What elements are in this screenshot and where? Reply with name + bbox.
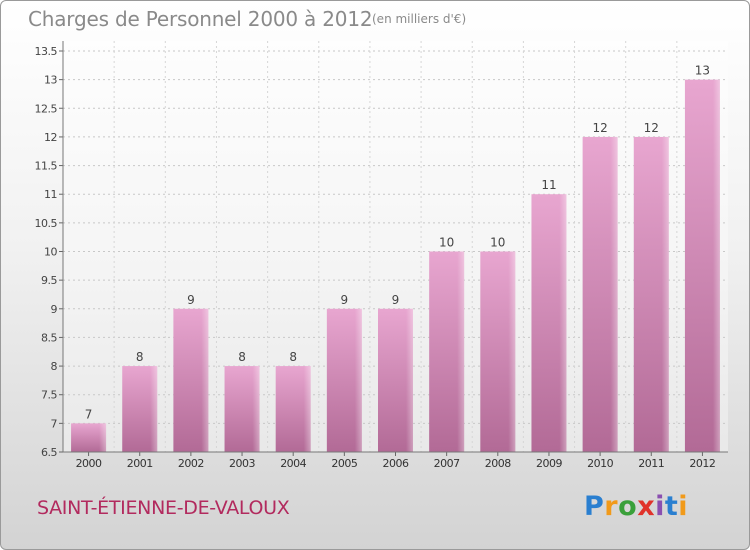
bar-shine bbox=[480, 251, 516, 452]
x-tick-label: 2005 bbox=[331, 457, 357, 470]
x-tick-label: 2004 bbox=[280, 457, 306, 470]
data-label: 9 bbox=[341, 293, 349, 307]
y-tick-label: 11.5 bbox=[35, 160, 58, 173]
bar-shine bbox=[275, 366, 311, 452]
y-tick-label: 8 bbox=[51, 360, 58, 373]
data-label: 10 bbox=[439, 236, 454, 250]
logo-letter: P bbox=[584, 491, 605, 522]
y-tick-label: 11 bbox=[44, 188, 57, 201]
bar-shine bbox=[326, 308, 362, 452]
y-tick-label: 12.5 bbox=[35, 102, 58, 115]
bar-shine bbox=[224, 366, 260, 452]
bar-shine bbox=[429, 251, 465, 452]
x-tick-label: 2000 bbox=[76, 457, 102, 470]
logo-letter: i bbox=[655, 491, 665, 522]
x-tick-label: 2011 bbox=[638, 457, 664, 470]
bar-shine bbox=[122, 366, 158, 452]
y-tick-label: 7 bbox=[51, 417, 58, 430]
logo-letter: o bbox=[618, 491, 638, 522]
data-label: 11 bbox=[541, 178, 556, 192]
x-tick-label: 2009 bbox=[536, 457, 562, 470]
logo-letter: t bbox=[664, 491, 679, 522]
logo-letter: r bbox=[604, 491, 619, 522]
x-tick-label: 2003 bbox=[229, 457, 255, 470]
data-label: 10 bbox=[490, 236, 505, 250]
y-tick-label: 6.5 bbox=[41, 446, 57, 459]
logo-letter: x bbox=[637, 491, 656, 522]
logo-letter: i bbox=[678, 491, 689, 522]
y-tick-label: 8.5 bbox=[41, 331, 57, 344]
x-tick-label: 2001 bbox=[127, 457, 153, 470]
bars-group: 7 8 9 8 8 9 9 10 10 11 12 12 13 bbox=[71, 64, 720, 453]
y-tick-label: 7.5 bbox=[41, 389, 57, 402]
data-label: 7 bbox=[85, 407, 93, 421]
data-label: 12 bbox=[644, 121, 659, 135]
y-tick-label: 10 bbox=[44, 246, 57, 259]
x-tick-label: 2010 bbox=[587, 457, 613, 470]
data-label: 9 bbox=[392, 293, 400, 307]
y-tick-label: 13.5 bbox=[35, 45, 58, 58]
chart-subtitle: (en milliers d'€) bbox=[372, 12, 467, 26]
data-label: 8 bbox=[289, 350, 297, 364]
x-tick-label: 2006 bbox=[383, 457, 409, 470]
x-tick-label: 2012 bbox=[689, 457, 715, 470]
x-tick-label: 2007 bbox=[434, 457, 460, 470]
data-label: 8 bbox=[238, 350, 246, 364]
data-label: 12 bbox=[592, 121, 607, 135]
y-tick-label: 9.5 bbox=[41, 274, 57, 287]
commune-name: SAINT-ÉTIENNE-DE-VALOUX bbox=[37, 497, 290, 519]
chart-title: Charges de Personnel 2000 à 2012 bbox=[28, 7, 373, 31]
y-tick-label: 9 bbox=[51, 303, 58, 316]
x-tick-label: 2002 bbox=[178, 457, 204, 470]
data-label: 8 bbox=[136, 350, 144, 364]
x-tick-label: 2008 bbox=[485, 457, 511, 470]
bar-shine bbox=[582, 136, 618, 452]
y-tick-label: 10.5 bbox=[35, 217, 58, 230]
bar-shine bbox=[173, 308, 209, 452]
bar-shine bbox=[633, 136, 669, 452]
bar-shine bbox=[71, 423, 107, 452]
bar-shine bbox=[684, 79, 720, 453]
proxiti-logo: Proxiti bbox=[584, 491, 688, 522]
y-tick-label: 13 bbox=[44, 74, 57, 87]
bar-shine bbox=[378, 308, 413, 452]
bar-shine bbox=[531, 194, 567, 452]
y-tick-label: 12 bbox=[44, 131, 57, 144]
axes-group: 6.5 7 7.5 8 8.5 9 9.5 10 10.5 11 11.5 12 12.5 13 13.5 2… bbox=[35, 41, 728, 470]
data-label: 13 bbox=[695, 64, 710, 78]
data-label: 9 bbox=[187, 293, 195, 307]
